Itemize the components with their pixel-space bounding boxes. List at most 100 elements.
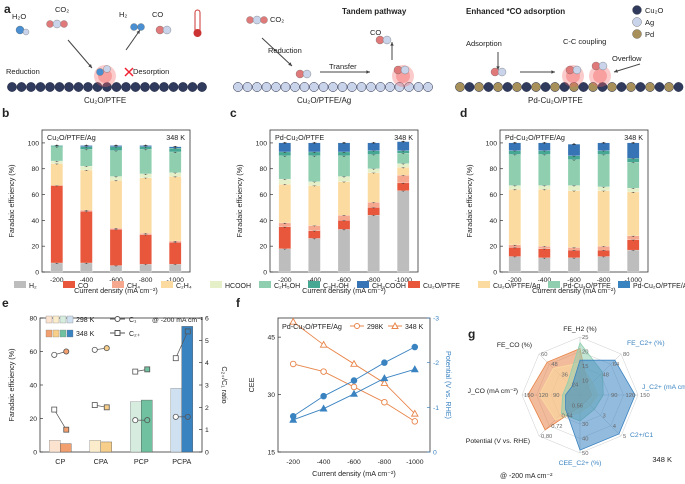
legend-label: Cu₂O/PTFE/Ag	[493, 283, 541, 290]
bar-348k	[60, 443, 72, 453]
error-dot	[85, 144, 88, 147]
y2-tick-label: 2	[205, 405, 209, 412]
label-transfer: Transfer	[329, 62, 357, 71]
molecule-atom	[246, 16, 254, 24]
bar-segment	[538, 154, 551, 186]
surface-atom	[645, 82, 655, 92]
marker-triangle	[410, 409, 419, 417]
legend-label: Pd-Cu₂O/PTFE/Ag	[633, 283, 685, 290]
bar-segment	[397, 182, 410, 191]
label-enhanced: Enhanced *CO adsorption	[466, 7, 565, 16]
label-overflow: Overflow	[612, 54, 642, 63]
adsorbed-co	[393, 65, 410, 75]
molecule-atom	[572, 65, 582, 75]
co-molecule	[155, 25, 172, 35]
label-h2o: H₂O	[12, 12, 26, 21]
bar-segment	[367, 172, 380, 203]
c2-marker	[63, 426, 70, 433]
y-tick-label: 0	[263, 270, 267, 277]
surface-atom	[635, 82, 646, 92]
c1-marker	[132, 417, 139, 424]
legend-label: 348 K	[405, 324, 424, 331]
bar-segment	[627, 191, 640, 236]
y-tick-label: 40	[29, 383, 37, 390]
legend-marker	[354, 323, 360, 329]
surface-atom	[187, 82, 198, 92]
marker-circle	[320, 368, 327, 375]
arrow-head	[496, 66, 500, 70]
bar-segment	[367, 142, 380, 151]
legend-swatch	[52, 329, 60, 338]
bar-segment	[278, 155, 291, 180]
surface-atom	[242, 82, 253, 92]
plot-title: Pd-Cu₂O/PTFE/Ag	[505, 133, 565, 142]
bar-segment	[538, 257, 551, 273]
legend-label: Pd	[645, 30, 654, 39]
plot-title: Pd-Cu₂O/PTFE/Ag	[282, 322, 342, 331]
error-dot	[283, 142, 286, 144]
y-axis-label: Faradaic efficiency (%)	[7, 349, 16, 422]
bar-segment	[139, 149, 152, 174]
radar-tick-label: 48	[551, 362, 557, 368]
x-tick-label: -400	[538, 277, 552, 284]
surface-atom	[375, 82, 386, 92]
error-dot	[313, 142, 316, 144]
bar-segment	[308, 185, 321, 226]
bar-segment	[337, 220, 351, 230]
panel-letter: b	[2, 106, 9, 120]
bar-segment	[367, 154, 380, 169]
bar-segment	[367, 207, 380, 216]
error-dot	[402, 140, 405, 143]
radar-tick-label: 20	[582, 350, 588, 356]
legend-swatch	[59, 329, 67, 338]
label-co2: CO₂	[270, 15, 284, 24]
molecule-atom	[400, 65, 410, 75]
legend-dot	[632, 17, 642, 27]
bar-segment	[597, 190, 610, 247]
x-tick-label: -800	[378, 459, 392, 466]
error-dot	[343, 142, 345, 144]
surface-atom	[385, 82, 395, 92]
molecule-atom	[295, 69, 305, 79]
co2-molecule	[246, 15, 268, 25]
legend-label: 348 K	[76, 331, 95, 338]
radar-axis-label: CEE_C2+ (%)	[559, 460, 602, 467]
bar-segment	[397, 175, 410, 184]
radar-tick-label: 40	[582, 437, 588, 443]
error-dot	[513, 142, 516, 144]
legend-marker	[114, 330, 121, 336]
marker-circle	[350, 383, 358, 391]
x-tick-label: -400	[317, 459, 331, 466]
radar-tick-label: 25	[582, 335, 588, 341]
y-tick-label: 15	[267, 450, 275, 457]
co-on-ag	[295, 69, 312, 79]
molecule-atom	[52, 19, 62, 29]
plot-title: Pd-Cu₂O/PTFE	[275, 133, 324, 142]
arrow-head	[390, 42, 394, 46]
marker-triangle	[289, 317, 298, 325]
radar-axis-label: J_CO (mA cm⁻²)	[468, 388, 518, 395]
y-tick-label: 80	[31, 166, 39, 173]
surface-atom	[111, 82, 122, 92]
panel-f: f 15 30 45 0 -1 -2 -3 CEE Potential (V vs. RHE) -2…	[236, 296, 453, 478]
radar-tick-label: 90	[611, 393, 617, 399]
molecule-atom	[598, 61, 608, 71]
surface-atom	[423, 82, 433, 92]
radar-tick-label: 10	[582, 379, 588, 385]
surface-atom	[233, 82, 243, 92]
marker-circle	[411, 343, 419, 351]
panel-letter: f	[236, 296, 241, 310]
radar-tick-label: 80	[623, 352, 629, 358]
molecule-atom	[497, 67, 507, 77]
surface-atom	[149, 82, 160, 92]
condition-label: @ -200 mA cm⁻²	[152, 317, 204, 324]
radar-tick-label: 0.64	[561, 414, 573, 420]
caption-cu2o-ptfe-ag: Cu₂O/PTFE/Ag	[297, 96, 351, 105]
bar-segment	[508, 154, 521, 186]
legend-swatch	[259, 281, 271, 288]
bar-segment	[337, 181, 351, 216]
surface-atom	[337, 82, 348, 92]
